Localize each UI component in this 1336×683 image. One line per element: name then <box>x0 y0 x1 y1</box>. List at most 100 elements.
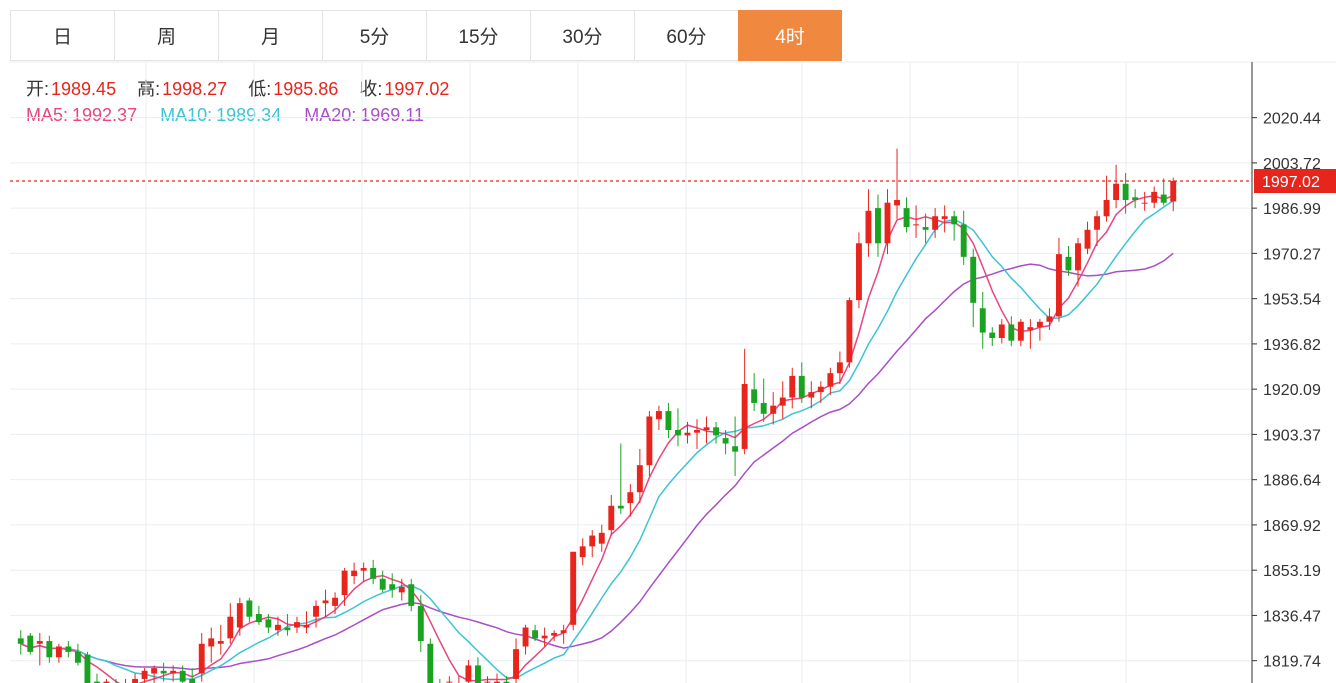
ma10-value: 1989.34 <box>216 105 282 125</box>
candle-body <box>227 616 234 639</box>
candle <box>255 605 262 625</box>
candle-body <box>46 641 53 658</box>
candle-body <box>17 638 24 644</box>
candle-body <box>1122 183 1129 200</box>
candle <box>694 419 700 449</box>
tab-15min[interactable]: 15分 <box>426 10 530 61</box>
candle-body <box>570 551 577 625</box>
candle <box>855 232 862 309</box>
candle-body <box>408 584 415 606</box>
candle-body <box>341 570 348 596</box>
candle <box>598 524 605 552</box>
candle <box>132 673 139 683</box>
high-label: 高: <box>137 79 161 99</box>
candle-body <box>589 535 596 547</box>
candle <box>560 624 567 644</box>
ma20-line <box>20 252 1174 671</box>
candle <box>951 210 958 241</box>
candle <box>817 381 824 403</box>
candle <box>903 197 910 233</box>
ma20-value: 1969.11 <box>360 105 424 125</box>
candle-body <box>1027 327 1034 330</box>
candle <box>379 570 386 593</box>
candle-body <box>494 681 500 683</box>
candle-body <box>132 678 139 683</box>
candle-body <box>703 427 710 430</box>
candle-body <box>713 427 720 436</box>
y-tick-label: 1920.09 <box>1263 382 1321 399</box>
tab-4hour[interactable]: 4时 <box>738 10 842 61</box>
open-label: 开: <box>26 79 50 99</box>
candle-body <box>541 635 548 639</box>
candle-body <box>55 646 62 658</box>
candle <box>341 568 348 606</box>
candle-body <box>27 635 34 652</box>
candle-body <box>1065 256 1072 271</box>
tab-30min[interactable]: 30分 <box>530 10 634 61</box>
candle <box>484 676 491 683</box>
candle <box>332 592 339 614</box>
candle-body <box>474 665 481 683</box>
ma-readout: MA5: 1992.37 MA10: 1989.34 MA20: 1969.11 <box>26 102 428 128</box>
candle <box>439 678 441 683</box>
candle-body <box>160 670 167 674</box>
candle <box>922 213 929 244</box>
ma5-value: 1992.37 <box>72 105 138 125</box>
candle-body <box>284 627 291 631</box>
candle-body <box>1160 194 1167 203</box>
candle-body <box>170 670 177 674</box>
candle <box>551 630 558 642</box>
candle-body <box>903 208 910 228</box>
candle <box>17 630 24 655</box>
moving-average-lines <box>20 194 1174 683</box>
candle <box>970 248 977 328</box>
tab-day[interactable]: 日 <box>10 10 114 61</box>
candle-body <box>827 373 834 387</box>
candle <box>303 611 310 633</box>
candle <box>417 595 424 652</box>
y-tick-label: 1953.54 <box>1263 292 1321 309</box>
candle <box>322 589 329 617</box>
low-value: 1985.86 <box>273 79 339 99</box>
candle <box>1046 308 1053 330</box>
candle-body <box>598 532 605 544</box>
tab-60min[interactable]: 60分 <box>634 10 738 61</box>
candle-body <box>217 641 224 644</box>
tab-week[interactable]: 周 <box>114 10 218 61</box>
candle <box>1103 175 1110 222</box>
candle <box>265 614 272 633</box>
candle <box>125 678 127 683</box>
candle <box>284 614 291 636</box>
candle-body <box>141 670 148 679</box>
candle-body <box>417 605 424 642</box>
candle <box>151 665 158 683</box>
candle-body <box>1008 324 1015 341</box>
ma10-line <box>20 200 1174 681</box>
tab-5min[interactable]: 5分 <box>322 10 426 61</box>
candle <box>894 148 900 219</box>
candle-body <box>722 438 729 444</box>
candle-body <box>179 670 186 682</box>
candle-body <box>646 416 653 466</box>
candle <box>665 402 672 439</box>
last-price-badge <box>1254 169 1336 194</box>
candle-body <box>941 216 948 219</box>
candle <box>789 367 796 409</box>
candle-body <box>427 643 434 683</box>
candle <box>932 208 939 238</box>
candle <box>503 676 510 683</box>
candle-body <box>1046 316 1053 322</box>
candle-body <box>1132 197 1139 200</box>
candle-body <box>274 624 281 631</box>
candle <box>227 603 234 644</box>
candle <box>294 616 300 633</box>
tab-month[interactable]: 月 <box>218 10 322 61</box>
candle <box>713 421 720 444</box>
candle-body <box>370 568 377 579</box>
candle-body <box>894 200 900 206</box>
candle <box>115 678 117 683</box>
candle-body <box>313 605 319 617</box>
candle <box>46 635 53 663</box>
candle-body <box>522 627 529 647</box>
